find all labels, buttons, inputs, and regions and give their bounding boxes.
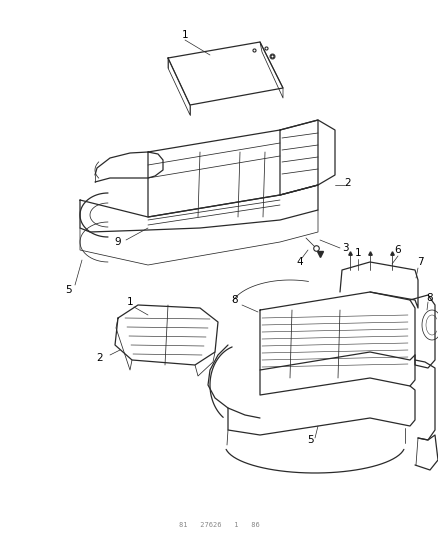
- Text: 1: 1: [355, 248, 361, 258]
- Text: 8: 8: [232, 295, 238, 305]
- Text: 5: 5: [65, 285, 71, 295]
- Text: 1: 1: [182, 30, 188, 40]
- Text: 5: 5: [307, 435, 313, 445]
- Text: 81   27626   1   86: 81 27626 1 86: [179, 522, 259, 528]
- Text: 4: 4: [297, 257, 303, 267]
- Text: 9: 9: [115, 237, 121, 247]
- Text: 8: 8: [427, 293, 433, 303]
- Text: 7: 7: [417, 257, 423, 267]
- Text: 2: 2: [97, 353, 103, 363]
- Text: 3: 3: [342, 243, 348, 253]
- Text: 6: 6: [395, 245, 401, 255]
- Text: 1: 1: [127, 297, 133, 307]
- Text: 2: 2: [345, 178, 351, 188]
